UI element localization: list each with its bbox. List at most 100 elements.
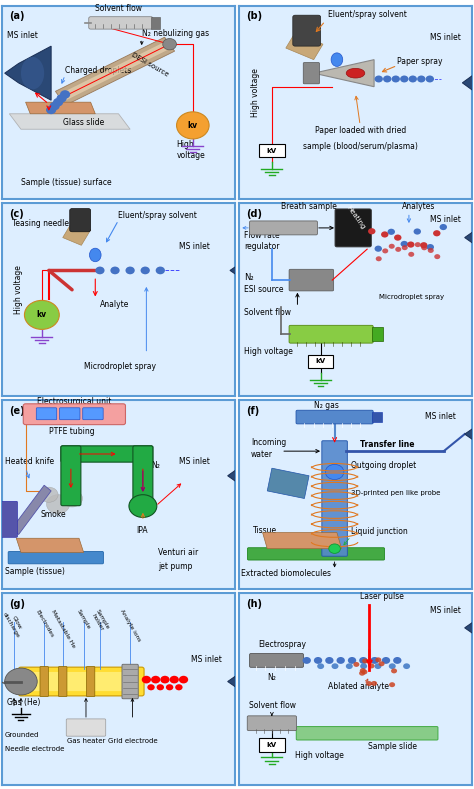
FancyBboxPatch shape	[36, 408, 57, 420]
Circle shape	[331, 664, 338, 669]
Text: N₂: N₂	[267, 672, 276, 682]
Circle shape	[317, 664, 324, 669]
Circle shape	[348, 657, 356, 664]
Circle shape	[314, 657, 322, 664]
Text: Analyte ions: Analyte ions	[119, 608, 141, 642]
FancyBboxPatch shape	[25, 672, 129, 691]
Text: Tissue: Tissue	[253, 525, 277, 535]
Circle shape	[408, 252, 414, 257]
Text: Ablated analyte: Ablated analyte	[328, 682, 389, 691]
Circle shape	[420, 242, 428, 249]
Polygon shape	[462, 52, 474, 114]
FancyBboxPatch shape	[89, 17, 153, 29]
Circle shape	[428, 248, 434, 253]
Polygon shape	[263, 533, 342, 548]
Circle shape	[389, 244, 395, 249]
Circle shape	[360, 668, 366, 673]
Circle shape	[147, 684, 155, 690]
Circle shape	[142, 675, 151, 683]
Text: 3D-printed pen like probe: 3D-printed pen like probe	[351, 490, 440, 495]
Text: Analyte: Analyte	[100, 300, 129, 309]
Circle shape	[379, 661, 384, 666]
Circle shape	[126, 267, 135, 275]
Circle shape	[403, 664, 410, 669]
Text: Solvent flow: Solvent flow	[249, 701, 296, 710]
Text: Electrodes: Electrodes	[34, 608, 54, 638]
Text: Teasing needle: Teasing needle	[12, 219, 69, 228]
Circle shape	[392, 76, 400, 83]
Circle shape	[175, 684, 182, 690]
Circle shape	[60, 90, 70, 99]
Text: Paper spray: Paper spray	[397, 57, 443, 65]
Text: Gas heater: Gas heater	[67, 738, 105, 744]
Ellipse shape	[90, 249, 101, 262]
Polygon shape	[12, 485, 51, 534]
Circle shape	[170, 675, 179, 683]
Circle shape	[368, 664, 374, 668]
FancyBboxPatch shape	[296, 410, 373, 424]
Text: Sample (tissue) surface: Sample (tissue) surface	[21, 178, 111, 187]
Polygon shape	[465, 408, 474, 461]
FancyBboxPatch shape	[122, 664, 138, 699]
FancyBboxPatch shape	[303, 62, 319, 84]
Text: Solvent flow: Solvent flow	[95, 4, 142, 13]
Text: DESI source: DESI source	[130, 52, 169, 78]
Text: (f): (f)	[246, 406, 260, 416]
Text: N₂: N₂	[30, 81, 40, 91]
Circle shape	[389, 664, 396, 669]
Text: High voltage: High voltage	[251, 68, 260, 117]
Text: MS inlet: MS inlet	[179, 458, 210, 466]
Circle shape	[110, 267, 119, 275]
FancyBboxPatch shape	[18, 667, 144, 696]
Text: sample (blood/serum/plasma): sample (blood/serum/plasma)	[303, 141, 418, 151]
Text: Extracted biomolecules: Extracted biomolecules	[241, 569, 331, 578]
Circle shape	[374, 76, 383, 83]
Circle shape	[383, 76, 392, 83]
Polygon shape	[465, 601, 474, 655]
Text: (h): (h)	[246, 599, 262, 609]
Text: Electrospray: Electrospray	[258, 640, 306, 649]
FancyBboxPatch shape	[23, 404, 126, 424]
Text: Microdroplet spray: Microdroplet spray	[379, 294, 444, 301]
Text: MS inlet: MS inlet	[430, 605, 461, 615]
Circle shape	[329, 544, 340, 553]
Text: Liquid junction: Liquid junction	[351, 528, 408, 537]
Polygon shape	[26, 103, 95, 114]
Text: kV: kV	[267, 742, 277, 748]
Circle shape	[46, 495, 70, 514]
Text: (e): (e)	[9, 406, 25, 416]
Circle shape	[371, 657, 379, 664]
Text: Solvent flow: Solvent flow	[244, 308, 291, 317]
Circle shape	[362, 659, 368, 664]
Circle shape	[394, 234, 401, 241]
Circle shape	[95, 267, 105, 275]
Circle shape	[402, 245, 408, 250]
Circle shape	[176, 112, 209, 139]
Bar	[151, 17, 160, 28]
Text: Eluent/spray solvent: Eluent/spray solvent	[118, 211, 197, 220]
Text: N₂: N₂	[244, 273, 254, 282]
Text: High: High	[176, 140, 194, 148]
Text: (b): (b)	[246, 11, 263, 21]
Circle shape	[302, 657, 311, 664]
Circle shape	[368, 228, 375, 234]
Text: Venturi air: Venturi air	[158, 548, 198, 557]
Circle shape	[359, 671, 365, 675]
Text: MS inlet: MS inlet	[191, 656, 221, 664]
Text: Smoke: Smoke	[41, 510, 66, 519]
Polygon shape	[228, 655, 274, 709]
Circle shape	[426, 76, 434, 83]
Circle shape	[56, 94, 67, 103]
Circle shape	[382, 249, 388, 253]
Circle shape	[391, 668, 397, 673]
Circle shape	[155, 267, 165, 275]
Circle shape	[160, 675, 170, 683]
Bar	[372, 413, 382, 422]
Text: Grid electrode: Grid electrode	[108, 738, 157, 744]
Circle shape	[39, 487, 58, 503]
Circle shape	[400, 76, 409, 83]
Text: Needle electrode: Needle electrode	[5, 746, 64, 752]
Circle shape	[163, 39, 176, 50]
FancyBboxPatch shape	[61, 446, 81, 506]
FancyBboxPatch shape	[40, 667, 48, 697]
